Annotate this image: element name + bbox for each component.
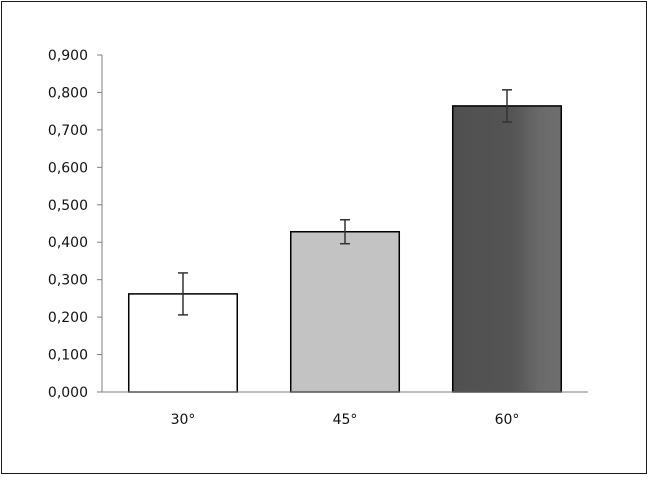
y-tick-label: 0,000: [48, 385, 88, 401]
bars: [127, 105, 563, 393]
bar-3: [451, 105, 563, 393]
x-tick-label: 45°: [333, 412, 358, 428]
y-tick-label: 0,200: [48, 310, 88, 326]
y-tick-label: 0,400: [48, 235, 88, 251]
bar-2: [289, 230, 401, 393]
error-bars: [178, 89, 512, 316]
x-tick-label: 30°: [171, 412, 196, 428]
y-tick-label: 0,600: [48, 160, 88, 176]
y-tick-label: 0,700: [48, 123, 88, 139]
y-axis: 0,000 0,100 0,200 0,300 0,400 0,500 0,600 0,700…: [48, 48, 103, 401]
y-tick-label: 0,100: [48, 348, 88, 364]
y-tick-label: 0,300: [48, 273, 88, 289]
y-tick-label: 0,800: [48, 85, 88, 101]
x-axis: 30° 45° 60°: [102, 391, 588, 428]
x-tick-label: 60°: [495, 412, 520, 428]
y-tick-label: 0,500: [48, 198, 88, 214]
y-tick-label: 0,900: [48, 48, 88, 64]
